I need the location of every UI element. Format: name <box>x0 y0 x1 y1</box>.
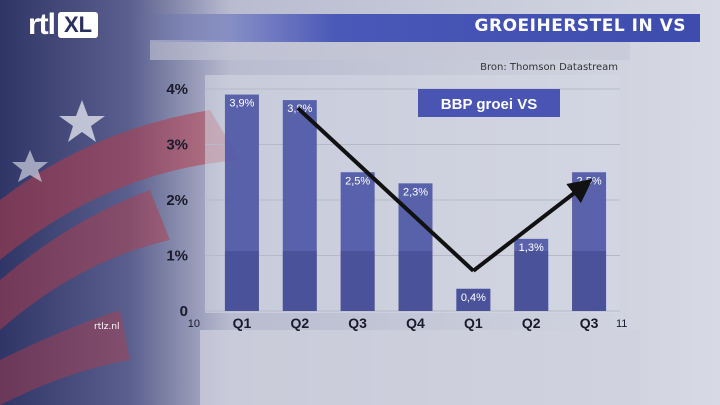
trend-arrow-up <box>472 178 593 273</box>
page-title: GROEIHERSTEL IN VS <box>474 16 686 36</box>
data-label: 0,4% <box>461 292 486 304</box>
data-label: 2,5% <box>345 175 370 187</box>
x-tick-label: Q3 <box>580 315 599 331</box>
bar-shade <box>340 251 375 311</box>
bar-shade <box>398 251 433 311</box>
x-tick-label: Q2 <box>290 315 309 331</box>
source-note: Bron: Thomson Datastream <box>480 62 618 73</box>
y-tick-label: 0 <box>180 303 188 320</box>
y-tick-label: 1% <box>166 248 188 265</box>
bar-shade <box>456 288 491 311</box>
x-tick-label: Q3 <box>348 315 367 331</box>
title-bar <box>140 14 700 42</box>
x-tick-label: Q1 <box>233 315 252 331</box>
y-tick-label: 4% <box>166 81 188 98</box>
bar-shade <box>224 251 259 311</box>
data-label: 2,5% <box>577 175 602 187</box>
site-watermark: rtlz.nl <box>94 322 120 332</box>
data-label: 3,9% <box>229 98 254 110</box>
x-tick-label: Q2 <box>522 315 541 331</box>
trend-arrow-down <box>296 106 475 273</box>
rtlxl-logo: rtl XL <box>28 8 99 41</box>
chart-title: BBP groei VS <box>441 96 537 113</box>
year-label-end: 11 <box>616 318 627 330</box>
y-tick-label: 2% <box>166 192 188 209</box>
logo-rtl: rtl <box>28 8 56 41</box>
legend-box <box>418 89 560 117</box>
y-tick-label: 3% <box>166 137 188 154</box>
x-tick-label: Q4 <box>406 315 425 331</box>
bar-shade <box>282 251 317 311</box>
year-label-start: 10 <box>188 318 200 330</box>
data-label: 2,3% <box>403 186 428 198</box>
bar-shade <box>514 251 549 311</box>
x-tick-label: Q1 <box>464 315 483 331</box>
logo-xl: XL <box>58 12 99 38</box>
bar-shade <box>572 251 607 311</box>
data-label: 1,3% <box>519 242 544 254</box>
